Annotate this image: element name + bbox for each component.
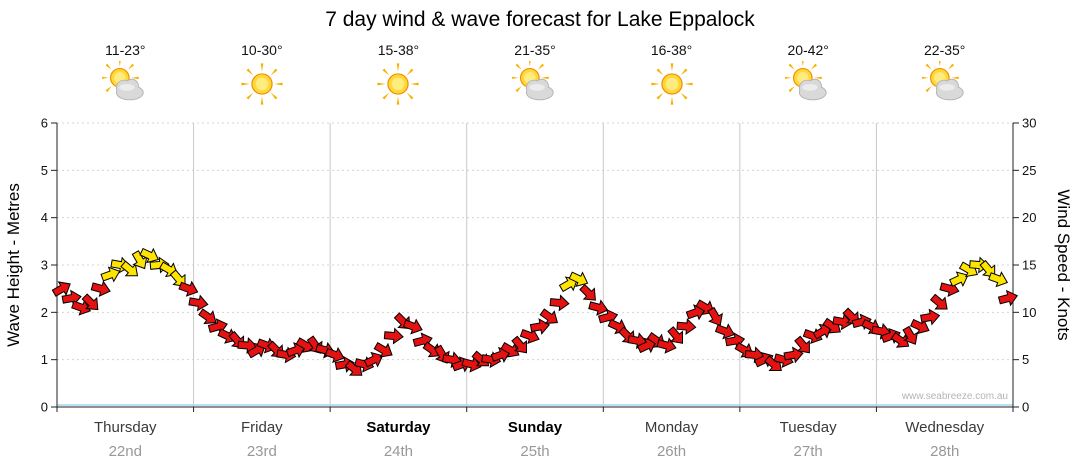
left-tick-label: 5 xyxy=(41,163,48,178)
wind-arrow xyxy=(902,325,919,345)
axes: 0 1 2 3 4 5 6 0 5 10 15 20 25 30 xyxy=(41,116,1037,415)
wind-arrow xyxy=(549,294,570,312)
right-tick-label: 25 xyxy=(1022,163,1036,178)
partly-cloudy-icon xyxy=(101,58,148,107)
wind-arrow xyxy=(178,280,199,297)
gridlines xyxy=(57,122,1013,407)
day-date: 26th xyxy=(656,443,687,460)
wind-arrow xyxy=(519,327,540,345)
partly-cloudy-icon xyxy=(920,58,968,107)
wind-arrow xyxy=(383,327,404,345)
day-name: Thursday xyxy=(94,419,157,436)
wind-arrow xyxy=(188,294,209,312)
right-tick-label: 30 xyxy=(1022,116,1036,131)
left-tick-label: 1 xyxy=(41,352,48,367)
wind-arrow xyxy=(120,260,139,277)
day-name: Wednesday xyxy=(905,419,985,436)
left-tick-label: 4 xyxy=(41,210,48,225)
wind-arrow xyxy=(100,266,121,283)
wind-arrow xyxy=(402,318,423,335)
wind-arrow xyxy=(832,313,853,331)
day-name: Tuesday xyxy=(779,419,837,436)
sunny-icon xyxy=(239,61,285,107)
wind-arrow xyxy=(588,299,609,316)
wind-arrow xyxy=(920,308,941,326)
wind-arrow xyxy=(656,337,677,354)
day-date: 28th xyxy=(930,443,960,460)
right-tick-label: 20 xyxy=(1022,210,1036,225)
day-name: Sunday xyxy=(507,419,563,436)
wind-arrow xyxy=(539,308,559,325)
left-tick-label: 0 xyxy=(41,400,48,415)
wind-arrow xyxy=(324,346,345,363)
wind-arrows-series xyxy=(51,247,1019,376)
wind-arrow xyxy=(988,271,1009,288)
partly-cloudy-icon xyxy=(510,58,558,107)
wind-arrow xyxy=(363,351,384,368)
watermark: www.seabreeze.com.au xyxy=(901,391,1008,402)
left-tick-label: 3 xyxy=(41,258,48,273)
day-temp: 11-23° xyxy=(105,42,146,58)
day-date: 27th xyxy=(793,443,823,460)
day-date: 25th xyxy=(520,443,550,460)
wind-arrow xyxy=(948,271,969,287)
day-date: 24th xyxy=(383,443,414,460)
wind-arrow xyxy=(794,335,810,354)
wind-arrow xyxy=(667,326,684,344)
wind-arrow xyxy=(909,318,930,335)
left-tick-label: 2 xyxy=(41,305,48,320)
day-date: 22nd xyxy=(108,443,142,460)
wind-arrow xyxy=(131,250,148,270)
wind-arrow xyxy=(90,280,111,297)
sunny-icon xyxy=(375,61,421,107)
day-name: Monday xyxy=(644,419,699,436)
day-name: Saturday xyxy=(366,419,431,436)
day-temp: 16-38° xyxy=(650,42,693,58)
right-tick-label: 15 xyxy=(1022,258,1036,273)
right-tick-label: 0 xyxy=(1022,400,1029,415)
wind-arrow xyxy=(714,323,735,340)
day-temp: 20-42° xyxy=(787,42,829,58)
left-tick-label: 6 xyxy=(41,116,48,131)
day-name: Friday xyxy=(241,419,283,436)
wind-arrow xyxy=(890,331,910,348)
day-temp: 21-35° xyxy=(514,42,556,58)
wind-arrow xyxy=(81,293,99,311)
day-temp: 10-30° xyxy=(241,42,283,58)
wind-arrow xyxy=(579,283,596,301)
wind-arrow xyxy=(373,341,393,358)
wind-arrow xyxy=(676,317,697,336)
right-tick-label: 5 xyxy=(1022,352,1029,367)
wind-arrow xyxy=(139,247,160,264)
wind-arrow xyxy=(997,289,1019,307)
sunny-icon xyxy=(649,61,695,107)
wind-arrow xyxy=(500,341,520,358)
day-temp: 22-35° xyxy=(924,42,966,58)
wind-arrow xyxy=(198,308,217,325)
wind-arrow xyxy=(51,281,71,297)
page-title: 7 day wind & wave forecast for Lake Eppa… xyxy=(325,8,755,31)
wind-arrow xyxy=(929,293,948,310)
wind-arrow xyxy=(568,271,589,287)
wind-arrow xyxy=(707,306,723,327)
wind-arrow xyxy=(71,299,92,316)
right-tick-label: 10 xyxy=(1022,305,1036,320)
wind-arrow xyxy=(422,341,442,358)
day-date: 23rd xyxy=(246,443,277,460)
day-temp: 15-38° xyxy=(377,42,420,58)
wind-arrow xyxy=(461,356,482,373)
partly-cloudy-icon xyxy=(783,58,831,107)
wind-arrow xyxy=(529,318,551,335)
wind-arrow xyxy=(511,335,528,354)
